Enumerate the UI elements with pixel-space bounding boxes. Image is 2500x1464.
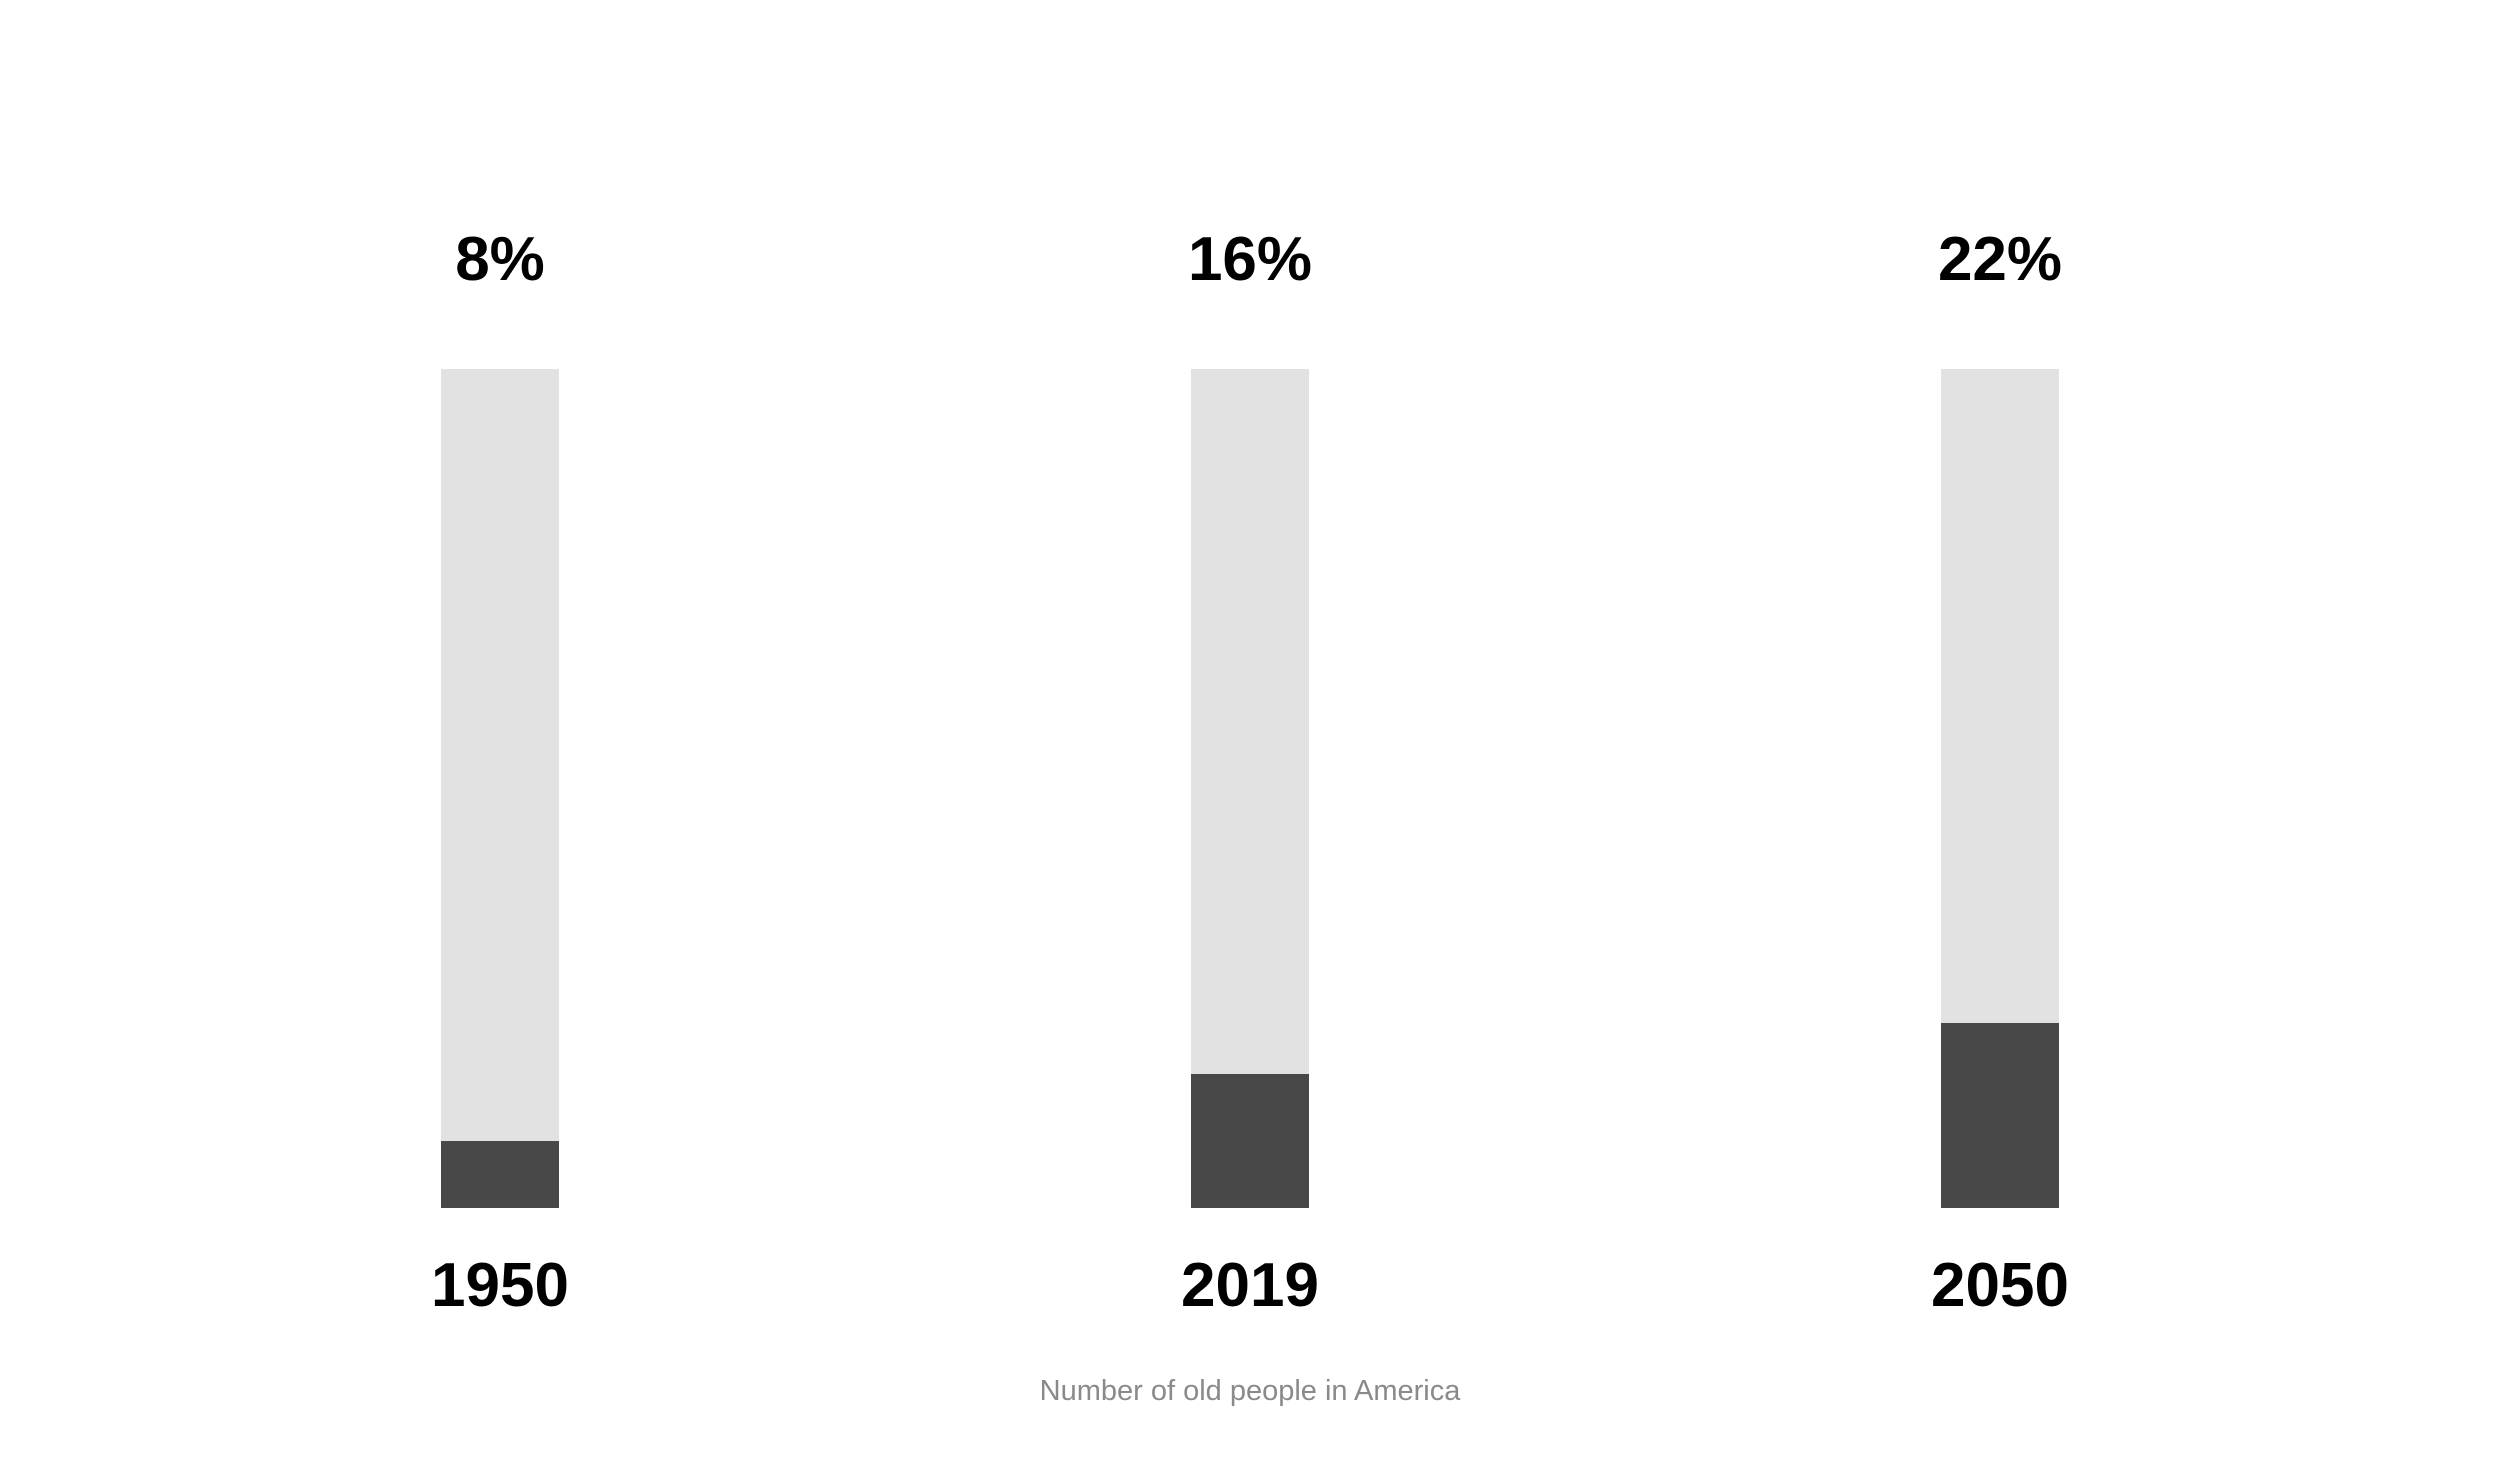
bar-track: [441, 369, 559, 1208]
bar-column-2019: 16% 2019: [875, 0, 1625, 1464]
bar-fill: [1941, 1023, 2059, 1208]
bar-fill: [1191, 1073, 1309, 1208]
bar-column-2050: 22% 2050: [1625, 0, 2375, 1464]
category-label: 1950: [431, 1251, 569, 1320]
category-label: 2019: [1181, 1251, 1319, 1320]
value-label: 16%: [1187, 225, 1313, 294]
value-label: 8%: [455, 225, 545, 294]
bar-track: [1941, 369, 2059, 1208]
bar-track: [1191, 369, 1309, 1208]
bar-chart: 8% 1950 16% 2019 22% 2050: [125, 0, 2375, 1464]
chart-caption: Number of old people in America: [1039, 1375, 1461, 1407]
category-label: 2050: [1931, 1251, 2069, 1320]
value-label: 22%: [1937, 225, 2063, 294]
bar-fill: [441, 1140, 559, 1208]
bar-column-1950: 8% 1950: [125, 0, 875, 1464]
